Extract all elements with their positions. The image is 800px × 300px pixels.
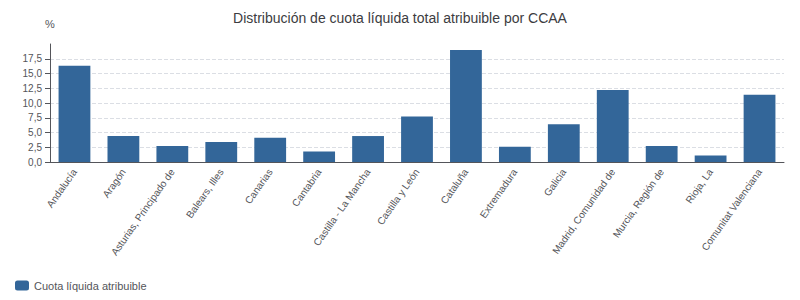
svg-text:0,0: 0,0: [28, 157, 42, 168]
svg-text:Canarias: Canarias: [243, 167, 275, 206]
svg-text:Asturias, Principado de: Asturias, Principado de: [109, 166, 177, 257]
svg-text:15,0: 15,0: [23, 68, 43, 79]
svg-text:Galicia: Galicia: [542, 166, 569, 198]
svg-text:Aragón: Aragón: [100, 167, 128, 200]
svg-text:Cantabria: Cantabria: [290, 166, 324, 208]
svg-text:Castilla y León: Castilla y León: [375, 167, 422, 227]
svg-text:12,5: 12,5: [23, 83, 43, 94]
svg-text:Distribución de cuota líquida: Distribución de cuota líquida total atri…: [233, 10, 568, 26]
svg-text:Andalucía: Andalucía: [44, 166, 79, 209]
svg-text:Comunitat Valenciana: Comunitat Valenciana: [699, 166, 764, 252]
svg-text:Rioja, La: Rioja, La: [683, 166, 715, 205]
svg-text:Cuota líquida atribuible: Cuota líquida atribuible: [34, 280, 147, 292]
svg-text:Murcia, Región de: Murcia, Región de: [611, 166, 667, 239]
svg-text:10,0: 10,0: [23, 98, 43, 109]
svg-text:Castilla - La Mancha: Castilla - La Mancha: [311, 166, 373, 247]
svg-text:17,5: 17,5: [23, 53, 43, 64]
svg-text:Cataluña: Cataluña: [438, 166, 470, 205]
svg-text:Balears, Illes: Balears, Illes: [184, 167, 226, 220]
svg-text:2,5: 2,5: [28, 142, 42, 153]
svg-text:5,0: 5,0: [28, 127, 42, 138]
svg-text:Extremadura: Extremadura: [478, 166, 520, 220]
svg-text:Madrid, Comunidad de: Madrid, Comunidad de: [550, 166, 617, 256]
svg-text:7,5: 7,5: [28, 112, 42, 123]
svg-text:%: %: [45, 18, 55, 30]
